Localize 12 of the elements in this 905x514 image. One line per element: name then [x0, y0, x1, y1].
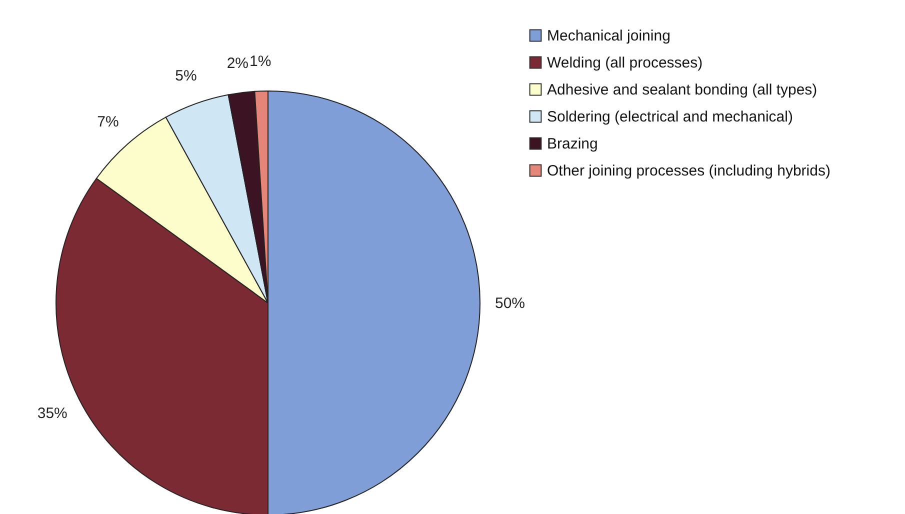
legend-label: Soldering (electrical and mechanical) [547, 108, 793, 126]
data-label: 50% [494, 295, 526, 312]
data-label: 7% [97, 113, 119, 130]
data-label: 2% [226, 54, 249, 72]
legend-label: Mechanical joining [547, 28, 670, 44]
data-label: 35% [37, 404, 68, 422]
legend-label: Welding (all processes) [547, 54, 703, 72]
data-label: 1% [250, 53, 272, 70]
legend-label: Adhesive and sealant bonding (all types) [547, 82, 818, 98]
legend-label: Other joining processes (including hybrids) [547, 162, 830, 180]
legend-label: Brazing [547, 136, 598, 152]
data-label: 5% [175, 67, 197, 84]
